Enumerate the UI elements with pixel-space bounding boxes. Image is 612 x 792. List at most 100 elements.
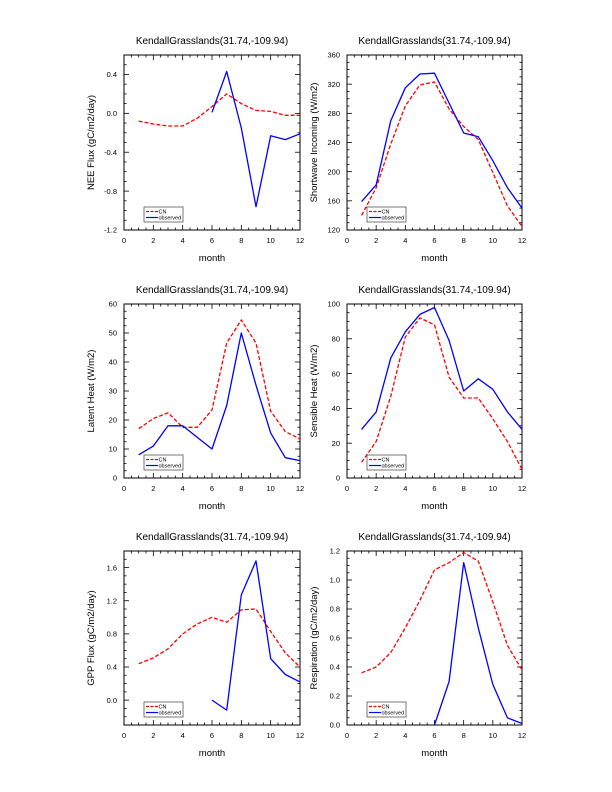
y-tick-label: 0.8 — [107, 630, 117, 639]
plot-frame — [123, 54, 301, 231]
legend-label: observed — [159, 464, 182, 470]
series-line-observed — [211, 70, 301, 208]
y-tick-label: 280 — [327, 109, 340, 118]
y-tick-label: 1.2 — [107, 596, 117, 605]
x-axis-label: month — [421, 748, 447, 759]
chart-title: KendallGrasslands(31.74,-109.94) — [136, 36, 288, 47]
legend-label: CN — [382, 458, 390, 464]
y-tick-label: 0.4 — [107, 663, 117, 672]
legend-label: CN — [159, 458, 167, 464]
x-tick-label: 0 — [345, 236, 349, 245]
legend-label: observed — [159, 711, 182, 717]
y-tick-label: 0 — [113, 474, 117, 483]
x-tick-label: 6 — [210, 236, 214, 245]
y-tick-label: 20 — [332, 439, 340, 448]
x-tick-label: 4 — [181, 484, 185, 493]
series-line-cn — [138, 608, 301, 668]
x-axis-label: month — [421, 501, 447, 512]
chart-panel-5: KendallGrasslands(31.74,-109.94) 0 2 4 6 8 10 1… — [86, 532, 304, 759]
y-tick-label: -1.2 — [104, 226, 117, 235]
x-tick-label: 8 — [239, 731, 243, 740]
x-tick-label: 10 — [489, 236, 497, 245]
series-line-cn — [361, 551, 523, 674]
y-tick-label: 100 — [327, 300, 340, 309]
chart-title: KendallGrasslands(31.74,-109.94) — [136, 532, 288, 543]
y-tick-label: 0.2 — [330, 692, 340, 701]
x-tick-label: 2 — [374, 236, 378, 245]
plot-frame — [123, 303, 301, 479]
x-axis-ticks — [346, 304, 523, 478]
x-tick-label: 4 — [403, 484, 407, 493]
x-tick-label: 4 — [181, 731, 185, 740]
x-axis-ticks — [346, 55, 523, 230]
y-tick-label: 0.0 — [107, 109, 117, 118]
y-tick-label: 60 — [109, 300, 117, 309]
x-axis-label: month — [421, 253, 447, 264]
x-tick-label: 12 — [518, 484, 526, 493]
y-tick-label: 320 — [327, 80, 340, 89]
y-tick-label: 240 — [327, 138, 340, 147]
x-tick-label: 0 — [122, 484, 126, 493]
plot-frame — [123, 550, 301, 726]
x-tick-label: 10 — [266, 236, 274, 245]
y-tick-label: 1.2 — [330, 547, 340, 556]
y-axis-ticks — [124, 303, 300, 479]
legend-box — [143, 454, 184, 471]
y-tick-label: -0.8 — [104, 187, 117, 196]
y-axis-label: Sensible Heat (W/m2) — [309, 345, 320, 438]
x-axis-ticks — [123, 304, 301, 478]
x-tick-label: 0 — [345, 484, 349, 493]
series-line-cn — [361, 317, 523, 470]
series-line-cn — [361, 81, 523, 227]
y-tick-label: 80 — [332, 335, 340, 344]
legend-box — [143, 206, 184, 223]
legend-box — [143, 701, 184, 718]
series-line-observed — [138, 332, 301, 462]
x-tick-label: 8 — [239, 484, 243, 493]
y-axis-label: Respiration (gC/m2/day) — [309, 587, 320, 690]
x-tick-label: 6 — [432, 731, 436, 740]
plot-frame — [346, 54, 523, 231]
legend-box — [366, 454, 407, 471]
y-tick-label: 40 — [332, 404, 340, 413]
chart-title: KendallGrasslands(31.74,-109.94) — [358, 285, 510, 296]
x-tick-label: 2 — [151, 731, 155, 740]
x-axis-ticks — [123, 551, 301, 725]
legend-label: observed — [382, 464, 405, 470]
series-line-cn — [138, 319, 301, 440]
y-tick-label: 60 — [332, 369, 340, 378]
y-tick-label: 40 — [109, 358, 117, 367]
chart-panel-6: KendallGrasslands(31.74,-109.94) 0 2 4 6 8 10 1… — [309, 532, 526, 759]
x-tick-label: 10 — [489, 484, 497, 493]
y-axis-ticks — [124, 550, 300, 726]
chart-panel-1: KendallGrasslands(31.74,-109.94) 0 2 4 6 8 10 1… — [86, 36, 304, 264]
y-axis-label: NEE Flux (gC/m2/day) — [86, 95, 97, 190]
series-line-observed — [361, 72, 523, 209]
y-tick-label: 0.4 — [330, 663, 340, 672]
chart-title: KendallGrasslands(31.74,-109.94) — [136, 285, 288, 296]
x-tick-label: 6 — [210, 731, 214, 740]
y-axis-label: Latent Heat (W/m2) — [86, 350, 97, 433]
chart-title: KendallGrasslands(31.74,-109.94) — [358, 532, 510, 543]
legend-label: observed — [382, 216, 405, 222]
y-axis-label: Shortwave Incoming (W/m2) — [309, 83, 320, 203]
x-tick-label: 8 — [462, 236, 466, 245]
y-axis-ticks — [347, 54, 522, 231]
x-tick-label: 6 — [432, 484, 436, 493]
chart-title: KendallGrasslands(31.74,-109.94) — [358, 36, 510, 47]
x-tick-label: 8 — [239, 236, 243, 245]
legend-label: observed — [382, 711, 405, 717]
y-tick-label: 0.6 — [330, 634, 340, 643]
y-tick-label: 120 — [327, 226, 340, 235]
series-line-observed — [433, 561, 523, 726]
x-tick-label: 12 — [296, 731, 304, 740]
y-tick-label: 0.0 — [107, 696, 117, 705]
x-tick-label: 0 — [122, 731, 126, 740]
y-tick-label: 200 — [327, 167, 340, 176]
x-axis-label: month — [199, 748, 225, 759]
x-tick-label: 12 — [518, 236, 526, 245]
